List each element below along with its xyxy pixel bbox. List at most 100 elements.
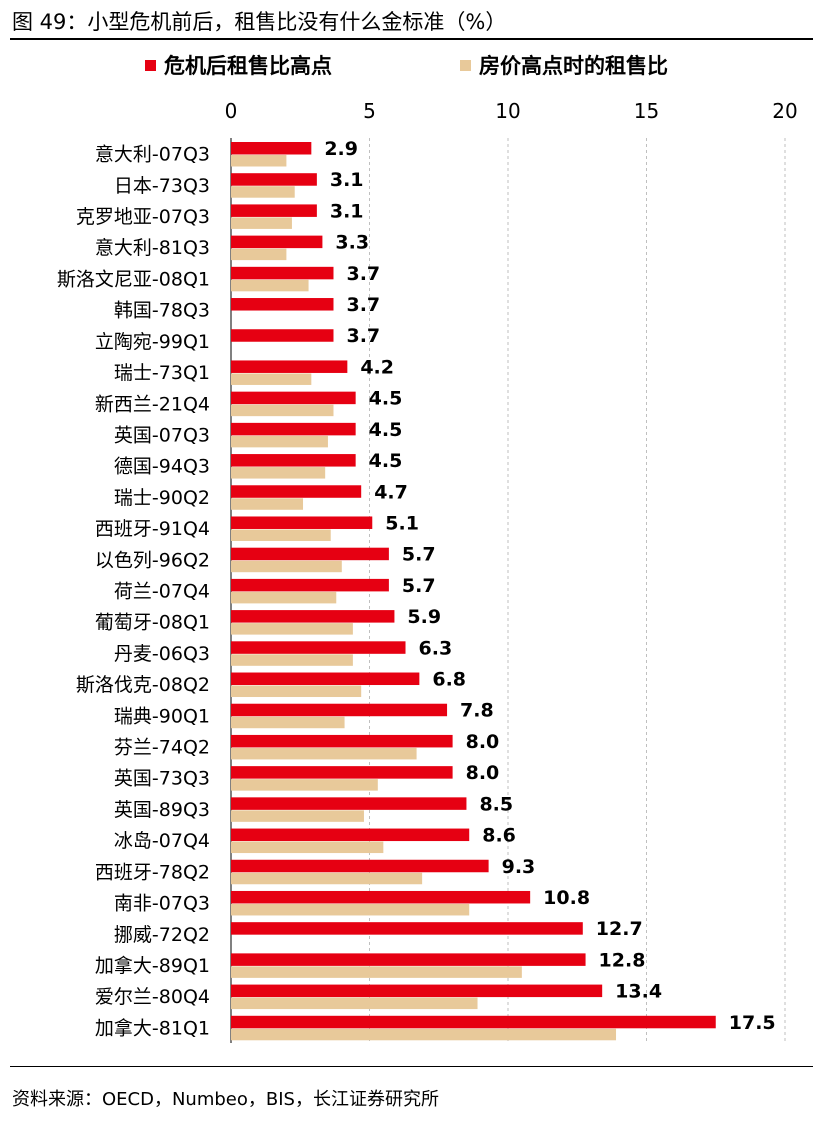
bar-after-crisis: [231, 984, 603, 998]
data-label: 8.5: [479, 793, 513, 815]
category-label: 克罗地亚-07Q3: [76, 206, 210, 228]
category-label: 瑞典-90Q1: [114, 705, 210, 727]
category-label: 冰岛-07Q4: [114, 830, 210, 852]
data-label: 4.7: [374, 481, 408, 503]
bar-price-peak: [231, 623, 353, 635]
bar-price-peak: [231, 685, 362, 698]
data-label: 3.1: [330, 169, 364, 191]
data-label: 6.8: [432, 669, 466, 691]
data-label: 3.7: [346, 325, 380, 347]
data-label: 7.8: [460, 700, 494, 722]
bar-price-peak: [231, 997, 478, 1010]
bar-after-crisis: [231, 672, 420, 686]
data-label: 8.0: [466, 762, 500, 784]
category-label: 加拿大-81Q1: [95, 1016, 210, 1039]
page-title: 图 49：小型危机前后，租售比没有什么金标准（%）: [12, 10, 507, 34]
bar-after-crisis: [231, 485, 362, 498]
category-label: 葡萄牙-08Q1: [95, 612, 210, 634]
bar-after-crisis: [231, 235, 323, 249]
data-label: 4.5: [369, 419, 403, 441]
bar-after-crisis: [231, 204, 317, 217]
bar-after-crisis: [231, 422, 356, 436]
bar-price-peak: [231, 810, 364, 822]
bar-price-peak: [231, 435, 328, 448]
data-label: 2.9: [324, 138, 358, 160]
category-label: 丹麦-06Q3: [114, 643, 210, 665]
legend-swatch-peak: [460, 59, 471, 71]
bar-after-crisis: [231, 703, 448, 717]
bar-price-peak: [231, 373, 312, 385]
data-label: 5.7: [402, 544, 436, 566]
source-note: 资料来源：OECD，Numbeo，BIS，长江证券研究所: [12, 1089, 439, 1110]
bar-price-peak: [231, 1028, 617, 1041]
category-label: 斯洛伐克-08Q2: [76, 674, 210, 696]
data-label: 4.2: [360, 356, 394, 378]
data-label: 4.5: [369, 388, 403, 410]
data-label: 12.8: [599, 949, 646, 971]
category-label: 斯洛文尼亚-08Q1: [57, 268, 210, 290]
bar-after-crisis: [231, 828, 470, 842]
legend-item-after: 危机后租售比高点: [145, 50, 332, 80]
bar-price-peak: [231, 279, 309, 292]
bar-price-peak: [231, 779, 378, 791]
data-label: 3.3: [335, 232, 369, 254]
category-label: 芬兰-74Q2: [114, 737, 210, 759]
category-label: 意大利-81Q3: [95, 237, 210, 259]
data-label: 9.3: [502, 856, 536, 878]
data-label: 5.7: [402, 575, 436, 597]
bar-price-peak: [231, 654, 353, 666]
bar-after-crisis: [231, 298, 334, 311]
title-divider: [10, 38, 813, 40]
bar-price-peak: [231, 903, 470, 916]
x-tick-label: 5: [363, 99, 376, 123]
bar-after-crisis: [231, 391, 356, 405]
category-label: 瑞士-90Q2: [114, 487, 210, 509]
x-tick-label: 0: [225, 99, 238, 123]
bar-price-peak: [231, 591, 337, 604]
bar-price-peak: [231, 841, 384, 854]
category-label: 加拿大-89Q1: [95, 954, 210, 977]
bar-price-peak: [231, 872, 423, 885]
bar-after-crisis: [231, 766, 453, 779]
category-label: 西班牙-78Q2: [95, 861, 210, 883]
bar-after-crisis: [231, 516, 373, 529]
bar-price-peak: [231, 186, 295, 198]
data-label: 8.6: [482, 825, 516, 847]
data-label: 12.7: [596, 918, 643, 940]
bar-after-crisis: [231, 859, 489, 873]
bar-after-crisis: [231, 454, 356, 467]
bar-after-crisis: [231, 734, 453, 748]
x-tick-label: 20: [772, 99, 797, 123]
legend-label-after: 危机后租售比高点: [164, 54, 332, 78]
bar-price-peak: [231, 498, 304, 510]
legend-label-peak: 房价高点时的租售比: [479, 54, 668, 78]
bar-after-crisis: [231, 953, 586, 966]
data-label: 3.1: [330, 200, 364, 222]
category-label: 瑞士-73Q1: [114, 362, 210, 384]
bar-after-crisis: [231, 142, 312, 155]
data-label: 4.5: [369, 450, 403, 472]
data-label: 17.5: [729, 1012, 776, 1034]
bar-after-crisis: [231, 360, 348, 373]
data-label: 5.1: [385, 512, 419, 534]
bar-after-crisis: [231, 266, 334, 280]
category-label: 日本-73Q3: [114, 175, 210, 197]
bar-after-crisis: [231, 641, 406, 654]
category-label: 韩国-78Q3: [114, 300, 210, 322]
bar-price-peak: [231, 217, 292, 229]
bar-after-crisis: [231, 922, 583, 935]
category-label: 南非-07Q3: [114, 893, 210, 915]
bar-price-peak: [231, 966, 522, 978]
category-label: 挪威-72Q2: [114, 924, 210, 946]
x-tick-label: 10: [495, 99, 520, 123]
data-label: 3.7: [346, 294, 380, 316]
data-label: 3.7: [346, 263, 380, 285]
bar-price-peak: [231, 747, 417, 760]
bar-price-peak: [231, 716, 345, 729]
data-label: 8.0: [466, 731, 500, 753]
bar-price-peak: [231, 529, 331, 541]
category-label: 以色列-96Q2: [95, 549, 210, 571]
data-label: 5.9: [407, 606, 441, 628]
data-label: 13.4: [615, 981, 662, 1003]
